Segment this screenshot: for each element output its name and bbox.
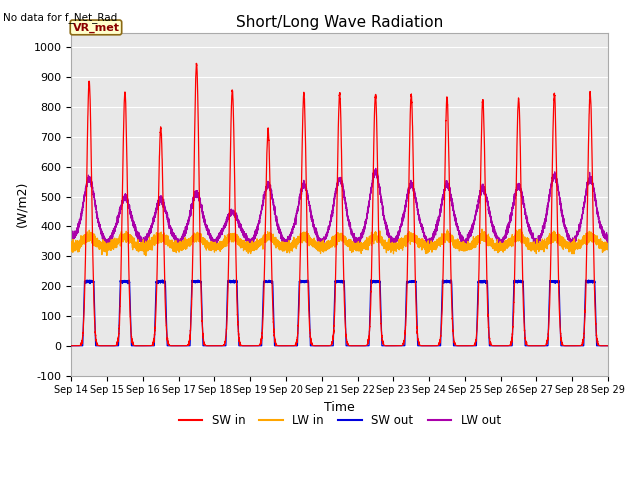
Text: No data for f_Net_Rad: No data for f_Net_Rad [3, 12, 118, 23]
Y-axis label: (W/m2): (W/m2) [15, 181, 28, 227]
Text: VR_met: VR_met [72, 22, 120, 33]
X-axis label: Time: Time [324, 401, 355, 414]
Legend: SW in, LW in, SW out, LW out: SW in, LW in, SW out, LW out [174, 409, 506, 432]
Title: Short/Long Wave Radiation: Short/Long Wave Radiation [236, 15, 444, 30]
